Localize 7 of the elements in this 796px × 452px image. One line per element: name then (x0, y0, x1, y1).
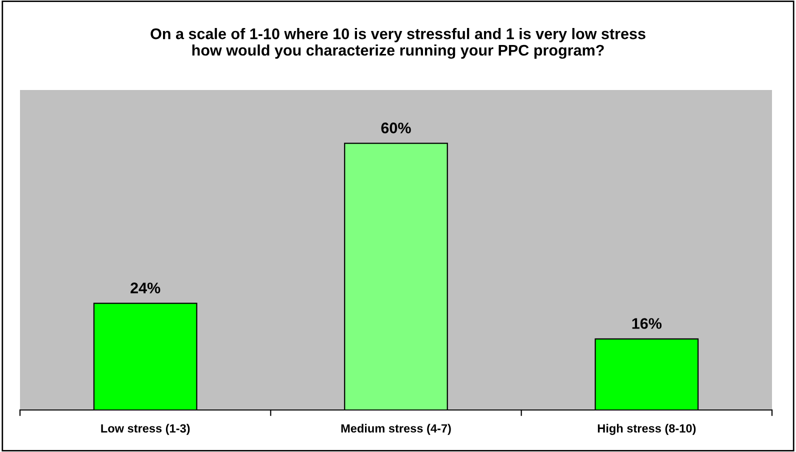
data-label: 60% (381, 122, 411, 134)
chart-title: On a scale of 1-10 where 10 is very stressful and 1 is very low stress how would you characterize running your PPC program? (150, 28, 646, 59)
x-tick-label: High stress (8-10) (598, 424, 696, 435)
x-tick-label: Medium stress (4-7) (341, 424, 451, 435)
x-tick-label: Low stress (1-3) (101, 424, 190, 435)
data-label: 24% (130, 282, 160, 294)
data-label: 16% (632, 318, 662, 329)
